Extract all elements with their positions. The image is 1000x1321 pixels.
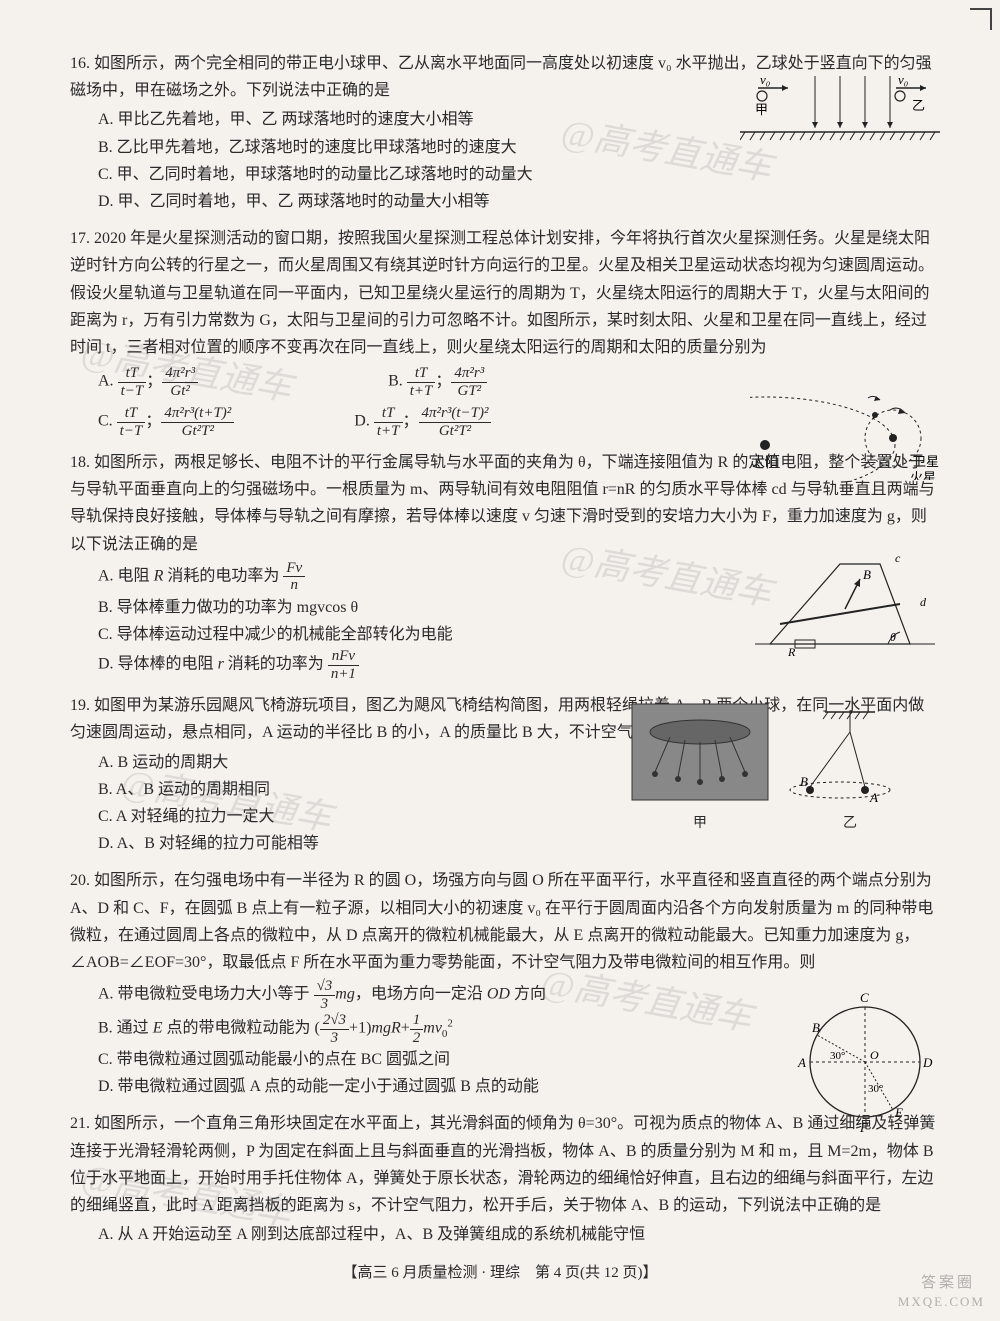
q17-opt-a: A. tTt−T；4π²r³Gt² bbox=[98, 365, 198, 399]
q20-text: 如图所示，在匀强电场中有一半径为 R 的圆 O，场强方向与圆 O 所在平面平行，… bbox=[70, 872, 933, 971]
q19-num: 19. bbox=[70, 697, 90, 714]
q18-opt-c: C. 导体棒运动过程中减少的机械能全部转化为电能 bbox=[98, 621, 718, 648]
q19-opt-b: B. A、B 运动的周期相同 bbox=[98, 776, 618, 803]
svg-text:B: B bbox=[812, 1020, 820, 1035]
svg-text:θ: θ bbox=[890, 630, 896, 644]
svg-text:30°: 30° bbox=[830, 1050, 845, 1062]
question-21: 21. 如图所示，一个直角三角形块固定在水平面上，其光滑斜面的倾角为 θ=30°… bbox=[70, 1110, 940, 1248]
q18-opt-b: B. 导体棒重力做功的功率为 mgvcos θ bbox=[98, 594, 718, 621]
q18-opt-d: D. 导体棒的电阻 r 消耗的功率为 nFvn+1 bbox=[98, 648, 718, 682]
q20-opt-d: D. 带电微粒通过圆弧 A 点的动能一定小于通过圆弧 B 点的动能 bbox=[98, 1073, 778, 1100]
svg-text:D: D bbox=[922, 1055, 933, 1070]
q18-figure: B c d R θ bbox=[750, 544, 940, 659]
q16-opt-d: D. 甲、乙同时着地，甲、乙 两球落地时的动量大小相等 bbox=[98, 188, 718, 215]
q18-opt-a: A. 电阻 R 消耗的电功率为 Fvn bbox=[98, 560, 718, 594]
q19-opt-d: D. A、B 对轻绳的拉力可能相等 bbox=[98, 830, 618, 857]
svg-text:c: c bbox=[895, 551, 901, 565]
q19-opt-c: C. A 对轻绳的拉力一定大 bbox=[98, 803, 618, 830]
q19-label-jia: 甲 bbox=[630, 812, 770, 836]
q21-text: 如图所示，一个直角三角形块固定在水平面上，其光滑斜面的倾角为 θ=30°。可视为… bbox=[70, 1115, 935, 1214]
svg-text:C: C bbox=[860, 990, 869, 1005]
q20-num: 20. bbox=[70, 872, 90, 889]
q16-opt-a: A. 甲比乙先着地，甲、乙 两球落地时的速度大小相等 bbox=[98, 106, 718, 133]
q17-opt-c: C. tTt−T；4π²r³(t+T)²Gt²T² bbox=[98, 405, 234, 439]
svg-text:R: R bbox=[787, 645, 796, 659]
q16-opt-c: C. 甲、乙同时着地，甲球落地时的动量比乙球落地时的动量大 bbox=[98, 161, 718, 188]
svg-text:B: B bbox=[863, 567, 871, 582]
svg-text:30°: 30° bbox=[868, 1083, 883, 1095]
footer-logo-url: MXQE.COM bbox=[898, 1291, 985, 1313]
q16-num: 16. bbox=[70, 55, 90, 72]
q19-label-yi: 乙 bbox=[780, 812, 920, 836]
q19-figure: 甲 B A 乙 bbox=[630, 702, 940, 836]
page-footer: 【高三 6 月质量检测 · 理综 第 4 页(共 12 页)】 bbox=[0, 1261, 1000, 1287]
q18-num: 18. bbox=[70, 454, 90, 471]
svg-text:v₀: v₀ bbox=[760, 72, 770, 87]
svg-text:v₀: v₀ bbox=[898, 72, 908, 87]
question-20: 20. 如图所示，在匀强电场中有一半径为 R 的圆 O，场强方向与圆 O 所在平… bbox=[70, 867, 940, 1100]
svg-text:B: B bbox=[800, 774, 808, 789]
q17-opt-d: D. tTt+T；4π²r³(t−T)²Gt²T² bbox=[354, 405, 491, 439]
q16-opt-b: B. 乙比甲先着地，乙球落地时的速度比甲球落地时的速度大 bbox=[98, 134, 718, 161]
q20-opt-a: A. 带电微粒受电场力大小等于 √33mg，电场方向一定沿 OD 方向 bbox=[98, 978, 778, 1012]
question-16: 16. 如图所示，两个完全相同的带正电小球甲、乙从离水平地面同一高度处以初速度 … bbox=[70, 50, 940, 215]
q17-text: 2020 年是火星探测活动的窗口期，按照我国火星探测工程总体计划安排，今年将执行… bbox=[70, 230, 934, 356]
question-17: 17. 2020 年是火星探测活动的窗口期，按照我国火星探测工程总体计划安排，今… bbox=[70, 225, 940, 439]
q21-opt-a: A. 从 A 开始运动至 A 刚到达底部过程中，A、B 及弹簧组成的系统机械能守… bbox=[98, 1221, 940, 1248]
q20-opt-b: B. 通过 E 点的带电微粒动能为 (2√33+1)mgR+12mv02 bbox=[98, 1012, 778, 1046]
q18-text: 如图所示，两根足够长、电阻不计的平行金属导轨与水平面的夹角为 θ，下端连接阻值为… bbox=[70, 454, 935, 553]
svg-text:A: A bbox=[797, 1055, 806, 1070]
q16-figure: v₀ 甲 v₀ 乙 bbox=[740, 70, 940, 150]
corner-mark bbox=[970, 8, 992, 30]
q19-opt-a: A. B 运动的周期大 bbox=[98, 749, 618, 776]
svg-text:d: d bbox=[920, 595, 927, 609]
question-18: 18. 如图所示，两根足够长、电阻不计的平行金属导轨与水平面的夹角为 θ，下端连… bbox=[70, 449, 940, 682]
question-19: 19. 如图甲为某游乐园飓风飞椅游玩项目，图乙为飓风飞椅结构简图，用两根轻绳拉着… bbox=[70, 692, 940, 857]
svg-text:甲: 甲 bbox=[755, 102, 768, 117]
q17-opt-b: B. tTt+T；4π²r³GT² bbox=[388, 365, 487, 399]
q21-num: 21. bbox=[70, 1115, 90, 1132]
q20-opt-c: C. 带电微粒通过圆弧动能最小的点在 BC 圆弧之间 bbox=[98, 1046, 778, 1073]
svg-text:A: A bbox=[869, 790, 878, 805]
q17-num: 17. bbox=[70, 230, 90, 247]
svg-text:乙: 乙 bbox=[912, 98, 925, 113]
svg-text:O: O bbox=[870, 1048, 879, 1062]
